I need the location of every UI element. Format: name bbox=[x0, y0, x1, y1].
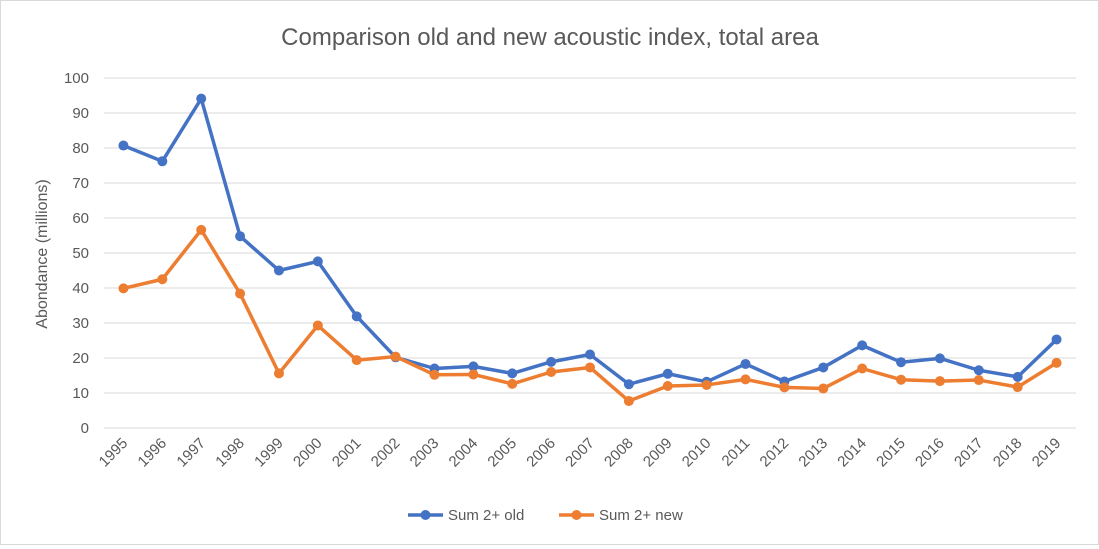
x-tick-label: 2016 bbox=[912, 435, 948, 471]
x-tick-label: 2006 bbox=[523, 435, 559, 471]
data-point bbox=[468, 369, 479, 380]
y-tick-label: 20 bbox=[72, 350, 89, 367]
legend-swatch-marker bbox=[420, 510, 431, 520]
data-point bbox=[896, 357, 907, 368]
data-point bbox=[973, 375, 984, 386]
data-point bbox=[351, 355, 362, 366]
x-tick-label: 1996 bbox=[135, 435, 171, 471]
data-point bbox=[235, 231, 246, 242]
x-tick-label: 1998 bbox=[212, 435, 248, 471]
y-tick-label: 30 bbox=[72, 315, 89, 332]
y-tick-label: 90 bbox=[72, 105, 89, 122]
data-point bbox=[312, 256, 323, 267]
data-point bbox=[157, 156, 168, 167]
x-tick-label: 2007 bbox=[562, 435, 598, 471]
x-tick-label: 2009 bbox=[640, 435, 676, 471]
data-point bbox=[740, 374, 751, 385]
data-point bbox=[857, 363, 868, 374]
data-point bbox=[118, 140, 129, 151]
x-tick-label: 2005 bbox=[484, 435, 520, 471]
data-point bbox=[818, 383, 829, 394]
data-point bbox=[351, 311, 362, 322]
y-tick-label: 80 bbox=[72, 140, 89, 157]
chart-title: Comparison old and new acoustic index, t… bbox=[281, 24, 819, 51]
x-tick-label: 2002 bbox=[368, 435, 404, 471]
x-tick-label: 1997 bbox=[173, 435, 209, 471]
data-point bbox=[312, 320, 323, 331]
data-point bbox=[585, 362, 595, 373]
x-tick-label: 2000 bbox=[290, 435, 326, 471]
data-point bbox=[934, 376, 945, 387]
data-point bbox=[429, 369, 440, 380]
data-point bbox=[896, 374, 907, 385]
data-point bbox=[196, 224, 207, 235]
x-tick-label: 2008 bbox=[601, 435, 637, 471]
data-point bbox=[585, 349, 595, 360]
x-tick-label: 1999 bbox=[251, 435, 287, 471]
data-point bbox=[934, 353, 945, 364]
data-point bbox=[196, 93, 207, 104]
data-point bbox=[662, 368, 673, 379]
data-point bbox=[546, 367, 557, 377]
data-point bbox=[973, 365, 984, 376]
x-tick-label: 2013 bbox=[795, 435, 831, 471]
x-tick-label: 2017 bbox=[951, 435, 987, 471]
y-tick-label: 50 bbox=[72, 245, 89, 262]
x-axis-ticks: 1995 1996 1997 1998 1999 2000 2001 2002 2003 2004… bbox=[96, 435, 1065, 471]
data-point bbox=[507, 368, 518, 379]
data-point bbox=[701, 379, 712, 390]
x-tick-label: 2014 bbox=[834, 435, 870, 471]
data-point bbox=[1051, 334, 1062, 345]
data-point bbox=[818, 362, 829, 373]
data-point bbox=[623, 396, 634, 407]
y-tick-label: 100 bbox=[64, 70, 89, 87]
legend-label: Sum 2+ new bbox=[599, 507, 683, 524]
data-point bbox=[740, 358, 751, 369]
x-tick-label: 2015 bbox=[873, 435, 909, 471]
data-point bbox=[662, 381, 673, 391]
data-point bbox=[273, 265, 284, 276]
x-tick-label: 2018 bbox=[990, 435, 1026, 471]
data-point bbox=[623, 379, 634, 390]
x-tick-label: 1995 bbox=[96, 435, 132, 471]
data-point bbox=[273, 368, 284, 379]
data-point bbox=[1012, 382, 1023, 393]
y-axis-label: Abondance (millions) bbox=[34, 179, 51, 328]
x-tick-label: 2011 bbox=[719, 435, 754, 470]
x-tick-label: 2003 bbox=[407, 435, 443, 471]
y-tick-label: 40 bbox=[72, 280, 89, 297]
series-1 bbox=[118, 93, 1062, 390]
data-point bbox=[546, 356, 557, 367]
data-point bbox=[1051, 357, 1062, 368]
x-tick-label: 2010 bbox=[679, 435, 715, 471]
series-group bbox=[118, 93, 1062, 407]
data-point bbox=[468, 361, 479, 372]
legend: Sum 2+ old Sum 2+ new bbox=[408, 507, 683, 524]
data-point bbox=[390, 351, 401, 362]
legend-swatch-marker bbox=[571, 510, 582, 520]
y-tick-label: 10 bbox=[72, 385, 89, 402]
y-tick-label: 0 bbox=[81, 420, 89, 437]
data-point bbox=[857, 340, 868, 351]
y-tick-label: 70 bbox=[72, 175, 89, 192]
x-tick-label: 2019 bbox=[1029, 435, 1065, 471]
data-point bbox=[235, 288, 246, 299]
y-axis-ticks: 0 10 20 30 40 50 60 70 80 90 100 bbox=[64, 70, 89, 437]
legend-label: Sum 2+ old bbox=[448, 507, 524, 524]
series-2 bbox=[118, 224, 1062, 407]
data-point bbox=[118, 283, 129, 294]
data-point bbox=[157, 274, 168, 285]
y-tick-label: 60 bbox=[72, 210, 89, 227]
x-tick-label: 2001 bbox=[329, 435, 365, 471]
data-point bbox=[507, 378, 518, 389]
x-tick-label: 2004 bbox=[446, 435, 482, 471]
data-point bbox=[1012, 371, 1023, 382]
x-tick-label: 2012 bbox=[757, 435, 793, 471]
data-point bbox=[779, 382, 790, 393]
gridlines bbox=[104, 77, 1076, 429]
